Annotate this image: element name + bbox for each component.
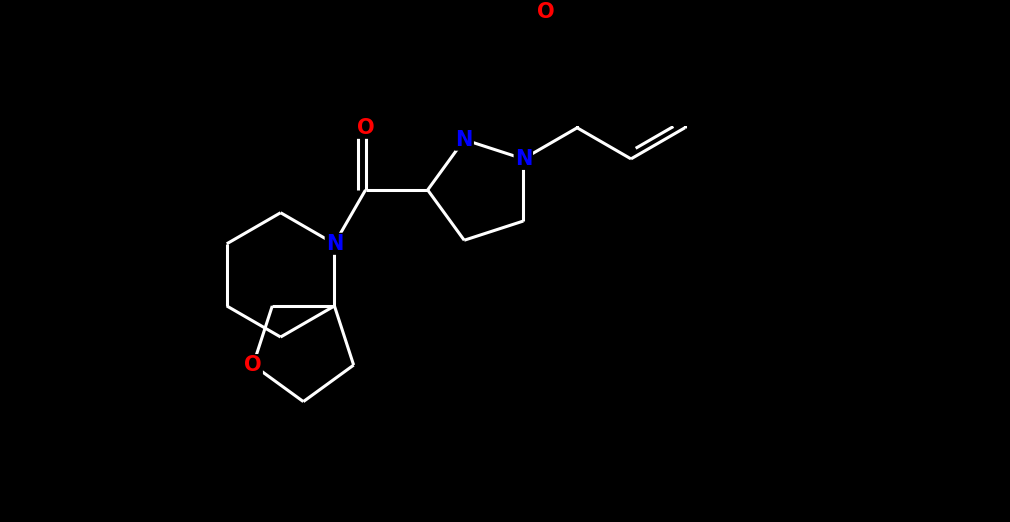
Text: N: N (456, 129, 473, 150)
Text: O: O (357, 118, 375, 138)
Text: O: O (537, 2, 554, 22)
Text: N: N (515, 149, 532, 169)
Text: N: N (326, 234, 343, 254)
Text: O: O (244, 355, 262, 375)
